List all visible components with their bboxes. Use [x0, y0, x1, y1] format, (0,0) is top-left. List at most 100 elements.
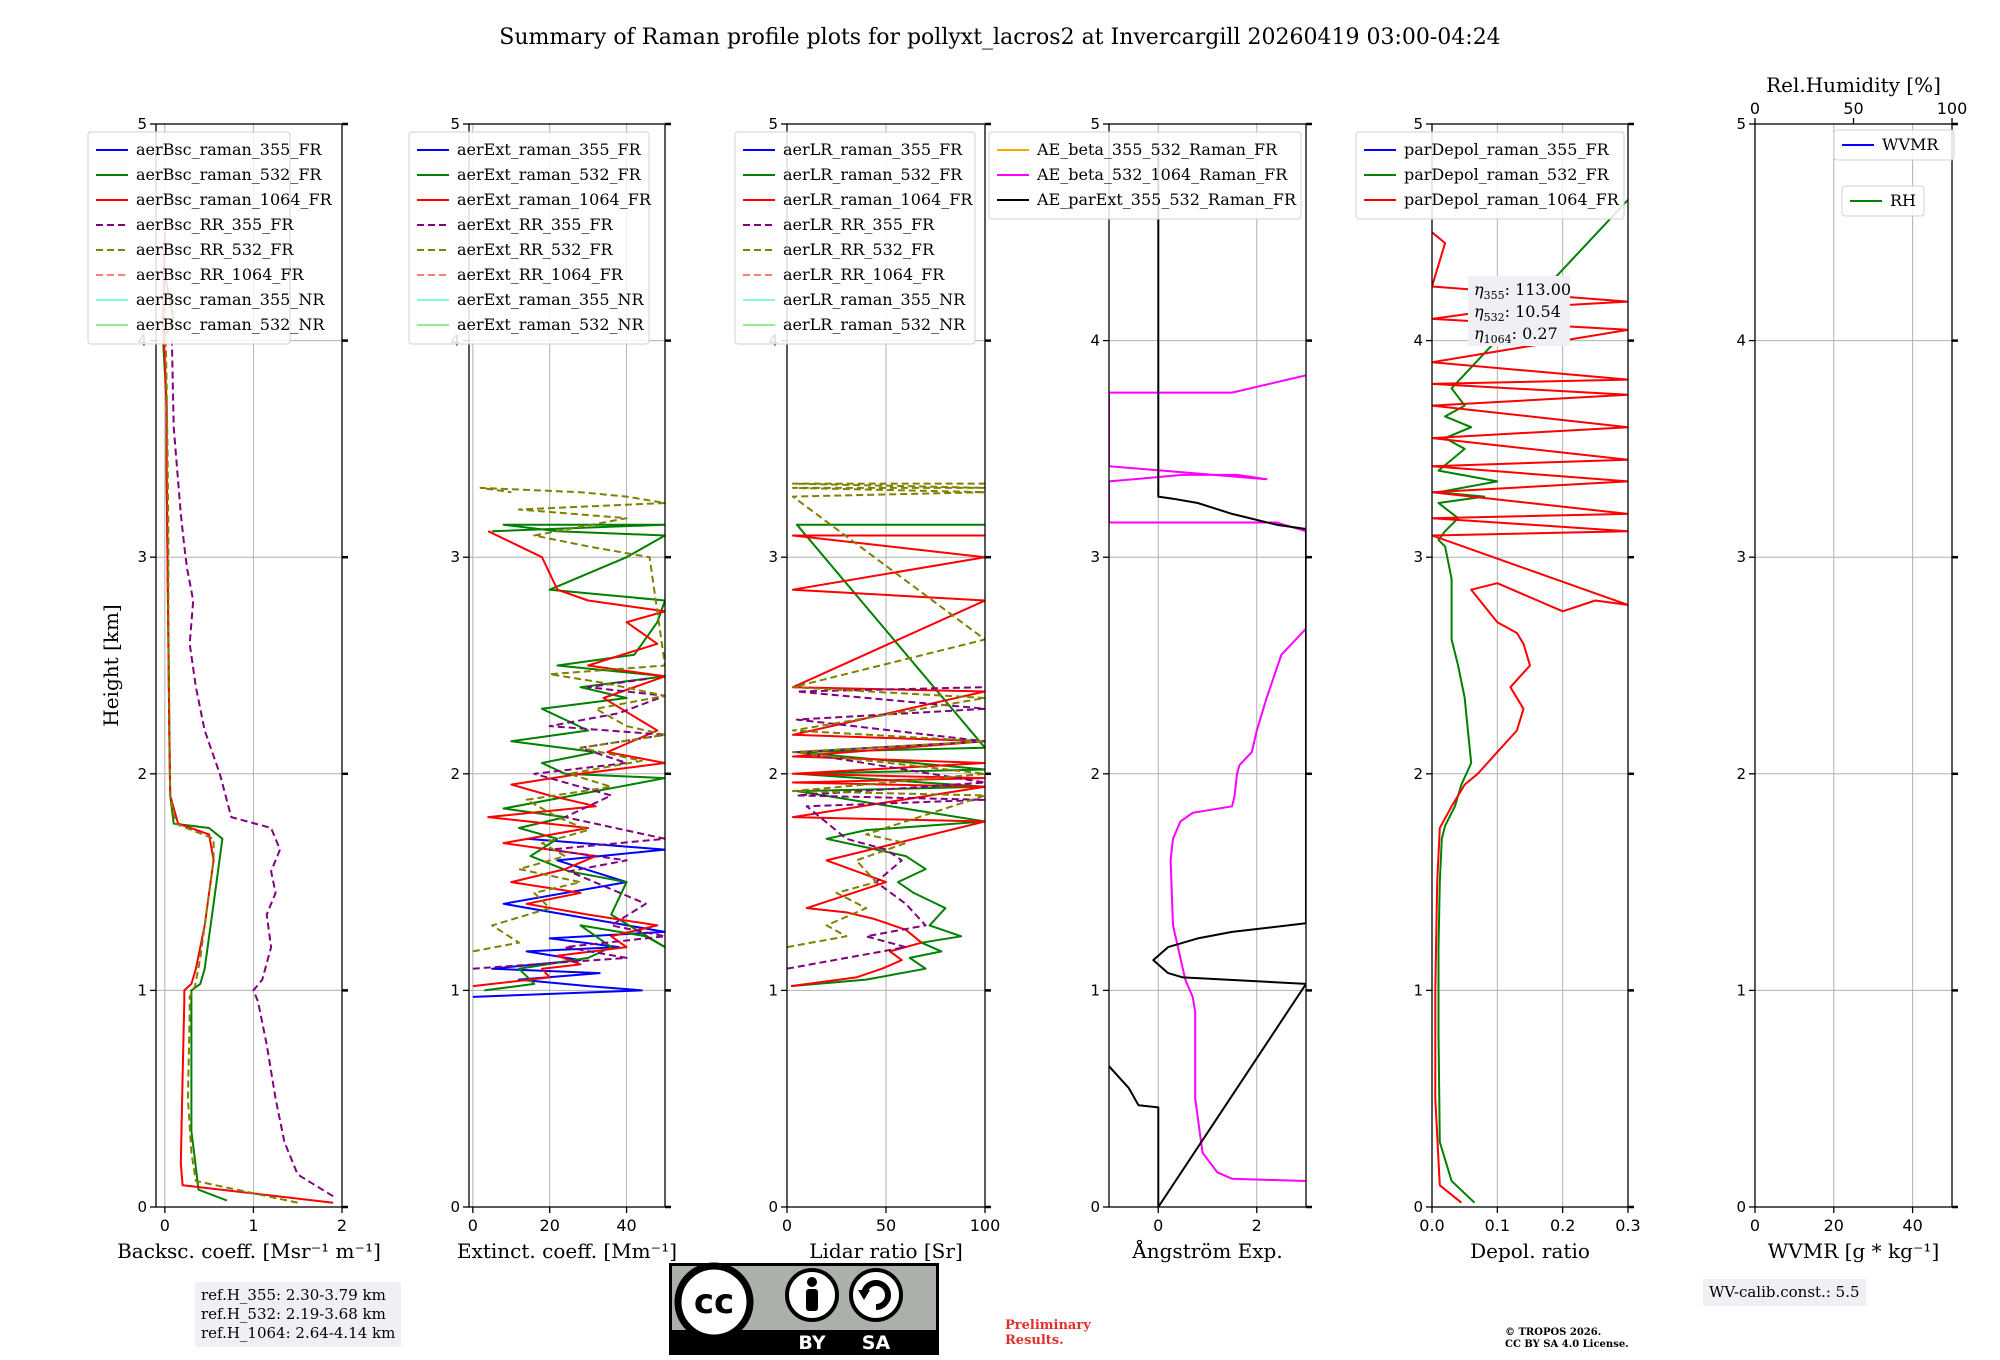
series-line-aerBsc_RR_532_FR [163, 297, 298, 1204]
x-axis-label: Extinct. coeff. [Mm⁻¹] [457, 1239, 677, 1263]
top-x-tick-label-2: 100 [1937, 99, 1968, 118]
legend-box [1355, 131, 1625, 220]
series-line-aerLR_RR_532_FR [787, 482, 985, 949]
x-axis-label: Ångström Exp. [1131, 1238, 1282, 1263]
series-line-aerBsc_RR_355_FR [170, 340, 334, 1198]
y-tick-label-0: 0 [768, 1198, 778, 1216]
eta-532-value: : 10.54 [1505, 302, 1561, 321]
top-x-axis-label: Rel.Humidity [%] [1766, 73, 1941, 97]
legend-label-AE_parExt_355_532_Raman_FR: AE_parExt_355_532_Raman_FR [1036, 190, 1297, 209]
eta-1064-subscript: 1064 [1484, 333, 1512, 346]
legend-label-aerLR_raman_1064_FR: aerLR_raman_1064_FR [783, 190, 973, 209]
y-tick-label-2: 2 [1090, 765, 1100, 783]
y-tick-label-5: 5 [768, 115, 778, 133]
legend-label-aerBsc_RR_1064_FR: aerBsc_RR_1064_FR [136, 265, 305, 284]
axes-frame [155, 123, 343, 1208]
series-line-aerLR_RR_355_FR [787, 686, 985, 970]
legend-box [1833, 129, 1955, 161]
y-axis-label: Height [km] [99, 604, 123, 726]
x-tick-label-1: 0.1 [1485, 1216, 1510, 1235]
eta-annotation-box [1468, 276, 1570, 346]
x-tick-label-0: 0 [1750, 1216, 1760, 1235]
y-tick-label-1: 1 [1413, 981, 1423, 999]
attribution-person-head [807, 1277, 817, 1287]
copyright-line-1: © TROPOS 2026. [1505, 1327, 1602, 1338]
eta-532-subscript: 532 [1484, 311, 1505, 324]
legend-label: RH [1890, 191, 1916, 210]
x-axis-label: Backsc. coeff. [Msr⁻¹ m⁻¹] [117, 1239, 381, 1263]
y-tick-label-1: 1 [450, 981, 460, 999]
x-tick-label-0: 0 [468, 1216, 478, 1235]
legend-label-aerExt_RR_1064_FR: aerExt_RR_1064_FR [457, 265, 624, 284]
eta-355-value: : 113.00 [1505, 280, 1571, 299]
x-tick-label-1: 50 [876, 1216, 896, 1235]
legend-box [87, 131, 291, 345]
x-tick-label-2: 40 [1902, 1216, 1922, 1235]
axes-frame [1108, 123, 1307, 1208]
x-tick-label-1: 2 [1252, 1216, 1262, 1235]
legend-label-AE_beta_355_532_Raman_FR: AE_beta_355_532_Raman_FR [1036, 140, 1278, 159]
x-axis-label: WVMR [g * kg⁻¹] [1768, 1239, 1940, 1263]
cc-sa-label: SA [862, 1332, 891, 1354]
y-tick-label-4: 4 [1736, 332, 1746, 350]
y-tick-label-5: 5 [1090, 115, 1100, 133]
axes-frame [468, 123, 666, 1208]
legend-label-aerBsc_RR_355_FR: aerBsc_RR_355_FR [136, 215, 294, 234]
legend-label-aerExt_raman_532_NR: aerExt_raman_532_NR [457, 315, 645, 334]
axes-frame [1431, 123, 1629, 1208]
share-alike-icon [849, 1268, 903, 1322]
legend-WVMR: WVMR [1833, 129, 1955, 161]
top-x-tick-label-1: 50 [1843, 99, 1863, 118]
y-tick-label-0: 0 [450, 1198, 460, 1216]
series-line-aerExt_RR_532_FR [472, 486, 665, 953]
series-line-AE_beta_532_1064_Raman_FR [1109, 374, 1306, 1182]
copyright-note: © TROPOS 2026. CC BY SA 4.0 License. [1505, 1327, 1629, 1351]
panel-backscatter: 012012345Backsc. coeff. [Msr⁻¹ m⁻¹]Heigh… [87, 115, 381, 1263]
y-tick-label-2: 2 [768, 765, 778, 783]
ref-height-355: ref.H_355: 2.30-3.79 km [201, 1286, 386, 1304]
legend: aerLR_raman_355_FR aerLR_raman_532_FR aerL… [734, 131, 976, 345]
x-tick-label-2: 40 [616, 1216, 636, 1235]
y-tick-label-3: 3 [1090, 548, 1100, 566]
y-tick-label-5: 5 [1736, 115, 1746, 133]
legend-label-aerBsc_raman_532_NR: aerBsc_raman_532_NR [136, 315, 325, 334]
x-tick-label-1: 20 [540, 1216, 560, 1235]
series-line-aerLR_raman_1064_FR [790, 534, 985, 988]
legend-RH: RH [1841, 185, 1925, 217]
series-line-aerExt_RR_355_FR [472, 677, 665, 970]
legend-label: WVMR [1882, 135, 1939, 154]
legend-label-aerLR_RR_355_FR: aerLR_RR_355_FR [783, 215, 935, 234]
cc-logo-text: cc [694, 1282, 734, 1322]
legend-box [988, 131, 1302, 220]
legend-label-aerLR_raman_355_NR: aerLR_raman_355_NR [783, 290, 966, 309]
x-tick-label-1: 20 [1824, 1216, 1844, 1235]
legend-label-aerLR_RR_532_FR: aerLR_RR_532_FR [783, 240, 935, 259]
cc-logo-icon [674, 1262, 754, 1342]
legend-label-aerExt_raman_532_FR: aerExt_raman_532_FR [457, 165, 642, 184]
y-tick-label-1: 1 [1736, 981, 1746, 999]
y-tick-label-1: 1 [768, 981, 778, 999]
eta-355-symbol: η [1474, 280, 1484, 299]
y-tick-label-3: 3 [137, 548, 147, 566]
panel-wvmr_rh: 0 20 40 0 1 2 3 4 5 WVMR [g * kg⁻¹] 0 50 100 Rel.Humi… [1736, 73, 1967, 1263]
y-tick-label-3: 3 [1736, 548, 1746, 566]
legend: parDepol_raman_355_FR parDepol_raman_532_… [1355, 131, 1625, 220]
legend-label-aerExt_RR_355_FR: aerExt_RR_355_FR [457, 215, 614, 234]
attribution-person-body [806, 1289, 818, 1311]
legend-label-aerBsc_raman_1064_FR: aerBsc_raman_1064_FR [136, 190, 333, 209]
preliminary-results-note: Preliminary Results. [1005, 1318, 1091, 1348]
eta-355-text: η355: 113.00 [1474, 280, 1571, 302]
share-alike-arrow [861, 1280, 891, 1310]
y-tick-label-5: 5 [1413, 115, 1423, 133]
wv-calibration-box: WV-calib.const.: 5.5 [1703, 1279, 1866, 1306]
figure-title: Summary of Raman profile plots for polly… [499, 25, 1500, 50]
y-tick-label-0: 0 [137, 1198, 147, 1216]
x-tick-label-0: 0 [160, 1216, 170, 1235]
y-tick-label-1: 1 [137, 981, 147, 999]
legend-label-aerBsc_RR_532_FR: aerBsc_RR_532_FR [136, 240, 294, 259]
wv-calibration-text: WV-calib.const.: 5.5 [1709, 1283, 1860, 1301]
eta-1064-text: η1064: 0.27 [1474, 324, 1558, 346]
top-x-tick-label-0: 0 [1750, 99, 1760, 118]
legend-label-aerExt_RR_532_FR: aerExt_RR_532_FR [457, 240, 614, 259]
y-tick-label-3: 3 [768, 548, 778, 566]
